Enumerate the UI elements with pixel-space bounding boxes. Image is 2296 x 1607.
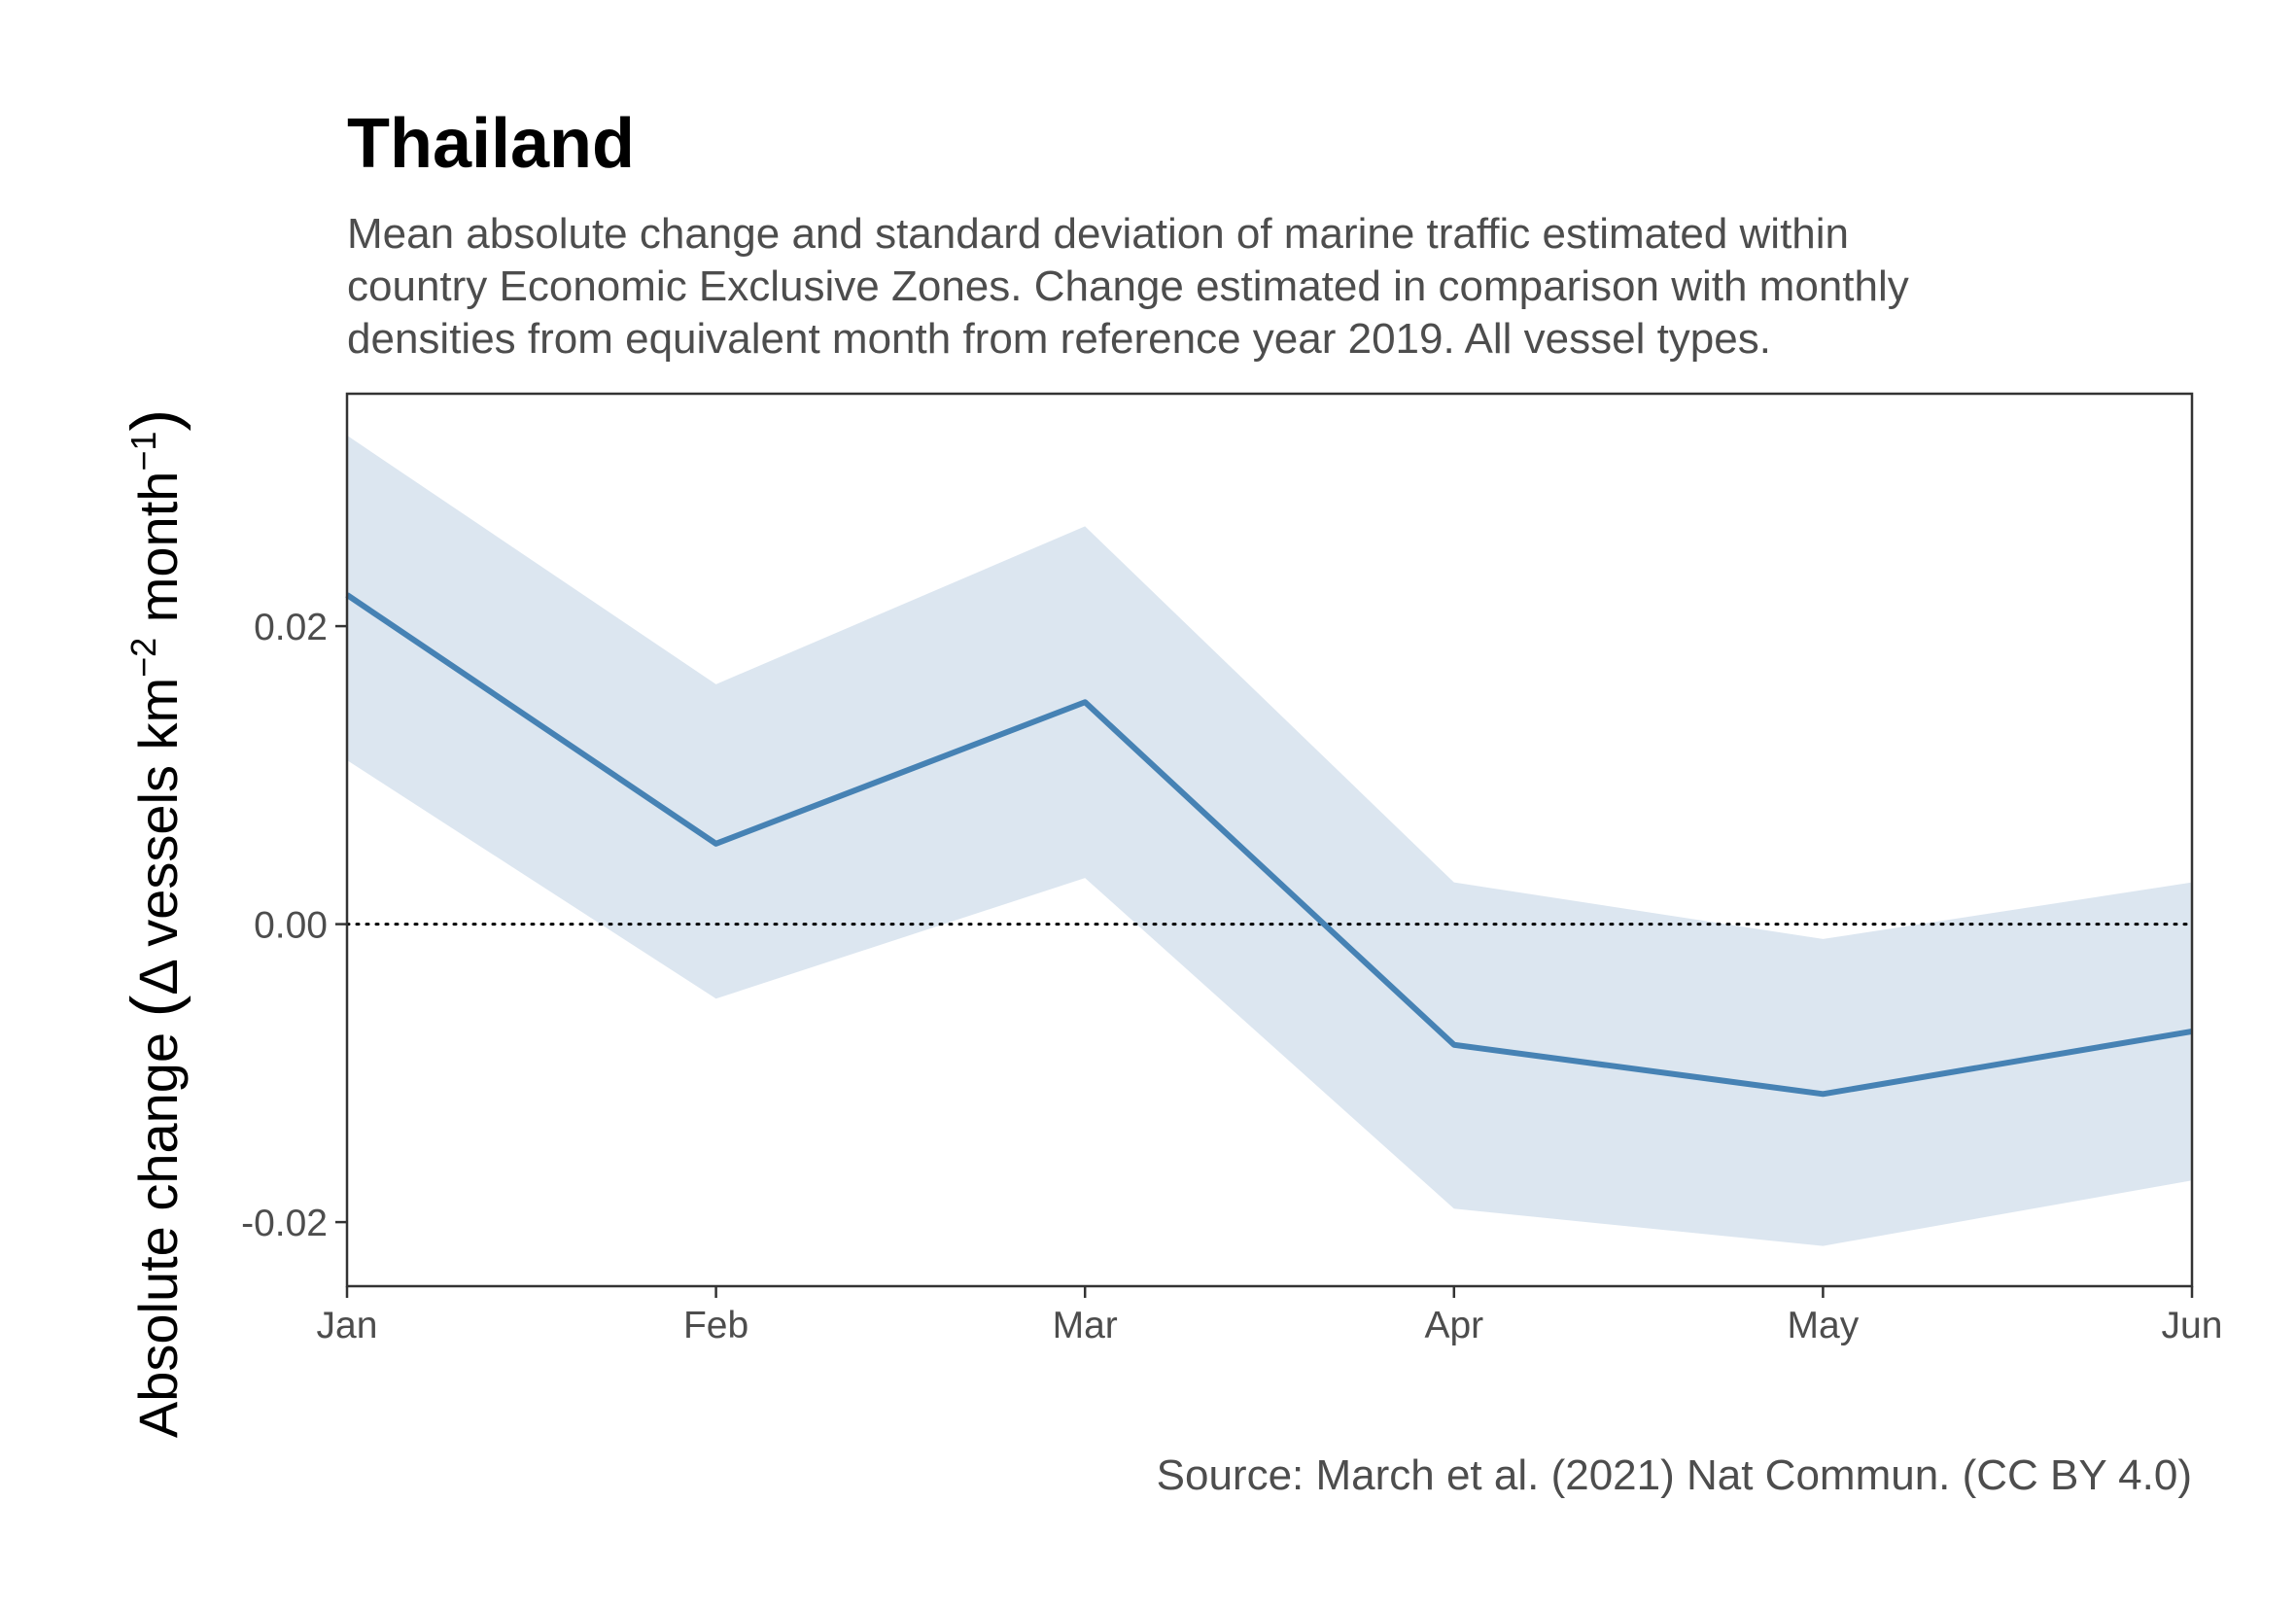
subtitle-line: Mean absolute change and standard deviat…: [347, 210, 1849, 258]
subtitle-line: country Economic Exclusive Zones. Change…: [347, 262, 1909, 310]
x-tick-label: Jun: [2162, 1305, 2223, 1346]
y-axis-label-unit: month: [127, 472, 189, 638]
y-tick-label: 0.00: [254, 905, 328, 947]
y-axis-label-paren-close: ): [118, 409, 191, 432]
x-tick-label: Feb: [683, 1305, 748, 1346]
chart-caption: Source: March et al. (2021) Nat Commun. …: [1157, 1451, 2192, 1499]
y-axis-label-exponent: −1: [123, 432, 163, 472]
x-tick-label: Apr: [1424, 1305, 1483, 1346]
plot-frame: [345, 392, 2194, 1288]
chart-subtitle: Mean absolute change and standard deviat…: [347, 210, 1909, 363]
y-axis-label-unit: vessels km: [127, 678, 189, 962]
y-axis-label: Absolute change (Δ vessels km−2 month−1): [118, 409, 191, 1438]
y-tick-label: 0.02: [254, 607, 328, 648]
chart-title: Thailand: [347, 105, 635, 183]
x-tick-label: May: [1788, 1305, 1860, 1346]
subtitle-line: densities from equivalent month from ref…: [347, 315, 1771, 363]
y-axis-label-exponent: −2: [123, 638, 163, 678]
y-axis-label-paren-open: (: [118, 995, 191, 1017]
y-axis-label-main: Absolute change: [127, 1032, 189, 1438]
sd-band: [347, 435, 2192, 1246]
mean-change-line: [345, 592, 2193, 1098]
plot-area: -0.02 0.00 0.02 Jan Feb Mar Apr May Jun: [241, 392, 2223, 1346]
delta-symbol: Δ: [127, 961, 189, 996]
x-tick-label: Jan: [317, 1305, 378, 1346]
y-tick-label: -0.02: [241, 1203, 328, 1244]
x-tick-label: Mar: [1053, 1305, 1118, 1346]
